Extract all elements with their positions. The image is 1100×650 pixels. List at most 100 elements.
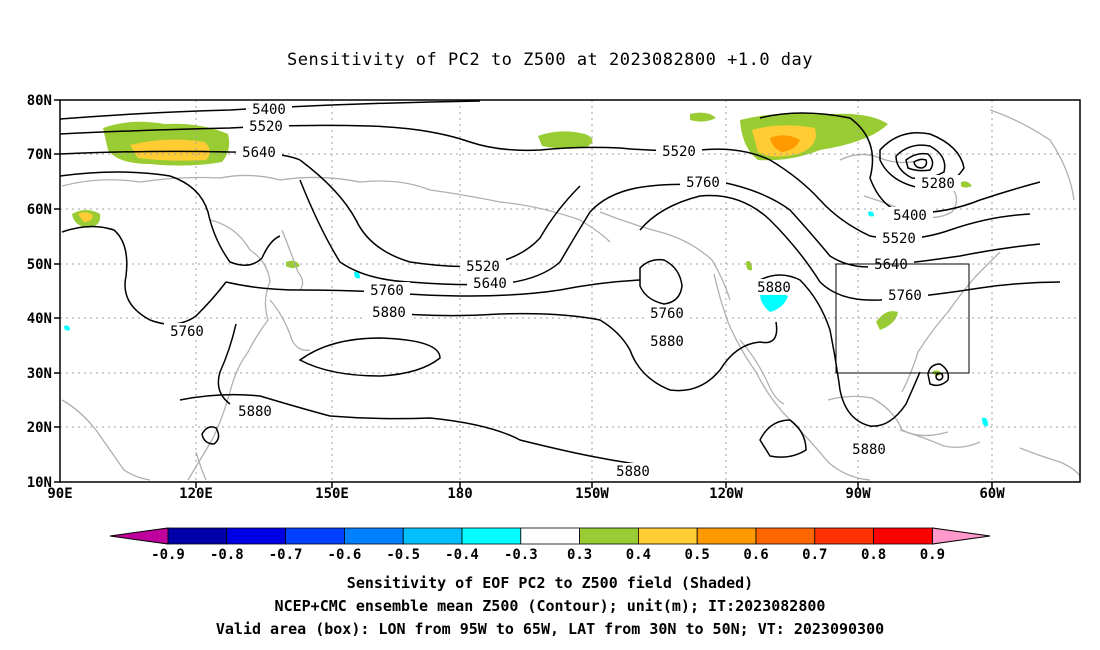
contour-5880-e bbox=[759, 419, 807, 458]
footer-line-1: Sensitivity of EOF PC2 to Z500 field (Sh… bbox=[346, 574, 754, 592]
shade-cyan-5 bbox=[868, 211, 874, 217]
contour-label: 5520 bbox=[876, 230, 922, 247]
colorbar-swatch bbox=[226, 527, 287, 545]
svg-text:5760: 5760 bbox=[888, 288, 922, 304]
contour-bermuda-outer bbox=[927, 363, 950, 387]
contour-label: 5880 bbox=[644, 333, 690, 350]
latitude-labels: 80N 70N 60N 50N 40N 30N 20N 10N bbox=[27, 93, 52, 491]
footer-line-3: Valid area (box): LON from 95W to 65W, L… bbox=[215, 620, 885, 638]
colorbar-swatch bbox=[167, 527, 228, 545]
contour-5880-a bbox=[298, 337, 441, 377]
svg-text:5640: 5640 bbox=[242, 145, 276, 161]
colorbar-label: 0.5 bbox=[685, 547, 710, 563]
contour-label: 5880 bbox=[232, 403, 278, 420]
colorbar-label: 0.7 bbox=[802, 547, 827, 563]
svg-text:5880: 5880 bbox=[372, 305, 406, 321]
contour-label: 5760 bbox=[680, 174, 726, 191]
shade-canada-green2 bbox=[690, 112, 716, 122]
coastline-philippines bbox=[195, 451, 207, 481]
contour-label: 5880 bbox=[751, 279, 797, 296]
shade-west-yellow bbox=[78, 212, 93, 222]
colorbar-label: 0.8 bbox=[861, 547, 886, 563]
contour-5880-b bbox=[179, 393, 651, 467]
colorbar-label: -0.3 bbox=[504, 547, 538, 563]
lon-label: 90E bbox=[47, 486, 72, 502]
coastline-asia-north bbox=[61, 174, 611, 243]
contour-label: 5880 bbox=[846, 441, 892, 458]
coastline-indochina bbox=[61, 399, 151, 481]
colorbar-swatch bbox=[579, 527, 639, 545]
shade-canada-orange bbox=[770, 135, 800, 152]
colorbar-label: -0.7 bbox=[269, 547, 303, 563]
coastline-asia-east bbox=[187, 219, 271, 481]
colorbar-label: -0.4 bbox=[445, 547, 479, 563]
shade-cyan-4 bbox=[64, 325, 70, 331]
colorbar-label: -0.9 bbox=[151, 547, 185, 563]
svg-text:5640: 5640 bbox=[473, 276, 507, 292]
svg-text:5640: 5640 bbox=[874, 257, 908, 273]
svg-text:5760: 5760 bbox=[650, 306, 684, 322]
colorbar-swatch bbox=[814, 527, 874, 545]
shade-cyan-1 bbox=[760, 292, 788, 312]
coastline-gulf bbox=[827, 395, 949, 437]
contour-label: 5400 bbox=[246, 101, 292, 118]
valid-area-box bbox=[835, 263, 970, 374]
colorbar-label: 0.9 bbox=[920, 547, 945, 563]
contour-label: 5880 bbox=[366, 304, 412, 321]
colorbar-left-arrow bbox=[109, 527, 169, 545]
contour-5760-a bbox=[59, 171, 281, 266]
svg-text:5520: 5520 bbox=[249, 119, 283, 135]
coastline-east-coast bbox=[901, 251, 1001, 393]
lat-label: 40N bbox=[27, 311, 52, 327]
contour-label: 5520 bbox=[656, 143, 702, 160]
lon-label: 60W bbox=[979, 486, 1005, 502]
lat-label: 70N bbox=[27, 147, 52, 163]
contour-5880-g bbox=[217, 323, 237, 405]
longitude-labels: 90E 120E 150E 180 150W 120W 90W 60W bbox=[47, 486, 1005, 502]
svg-text:5760: 5760 bbox=[170, 324, 204, 340]
lon-label: 150E bbox=[315, 486, 349, 502]
colorbar-swatch bbox=[638, 527, 698, 545]
svg-text:5880: 5880 bbox=[852, 442, 886, 458]
lat-label: 20N bbox=[27, 420, 52, 436]
contour-5280-inner bbox=[905, 152, 934, 172]
lon-label: 150W bbox=[575, 486, 609, 502]
svg-text:5760: 5760 bbox=[686, 175, 720, 191]
longitude-ticks bbox=[195, 482, 993, 488]
map-title: Sensitivity of PC2 to Z500 at 2023082800… bbox=[286, 50, 813, 70]
svg-text:5280: 5280 bbox=[921, 176, 955, 192]
svg-text:5760: 5760 bbox=[370, 283, 404, 299]
footer-line-2: NCEP+CMC ensemble mean Z500 (Contour); u… bbox=[274, 597, 826, 615]
contour-label: 5280 bbox=[915, 175, 961, 192]
contour-label: 5880 bbox=[610, 463, 656, 480]
lat-label: 30N bbox=[27, 366, 52, 382]
lon-label: 120E bbox=[179, 486, 213, 502]
svg-text:5400: 5400 bbox=[252, 102, 286, 118]
svg-text:5520: 5520 bbox=[466, 259, 500, 275]
colorbar-label: 0.3 bbox=[567, 547, 592, 563]
coastline-alaska bbox=[599, 211, 731, 301]
svg-text:5400: 5400 bbox=[893, 208, 927, 224]
coastline-mexico bbox=[739, 339, 785, 405]
contour-5520-b bbox=[299, 159, 581, 268]
lat-label: 10N bbox=[27, 475, 52, 491]
colorbar-swatch bbox=[343, 527, 404, 545]
lon-label: 180 bbox=[447, 486, 472, 502]
colorbar-label: -0.8 bbox=[210, 547, 244, 563]
coastline-greenland bbox=[989, 109, 1075, 201]
svg-text:5520: 5520 bbox=[882, 231, 916, 247]
lat-label: 80N bbox=[27, 93, 52, 109]
contour-5280-outer bbox=[879, 132, 965, 189]
latitude-ticks bbox=[54, 99, 60, 483]
sensitivity-shading bbox=[64, 112, 988, 427]
svg-text:5520: 5520 bbox=[662, 144, 696, 160]
contour-label: 5520 bbox=[460, 258, 506, 275]
colorbar-swatch bbox=[755, 527, 816, 545]
colorbar: -0.9 -0.8 -0.7 -0.6 -0.5 -0.4 -0.3 0.3 0.4 0.5 0.6… bbox=[109, 527, 991, 563]
shade-coast-green bbox=[746, 261, 752, 271]
shade-hudson-green bbox=[958, 181, 972, 188]
contour-label: 5760 bbox=[882, 287, 928, 304]
contour-5880-f bbox=[201, 426, 220, 445]
lon-label: 120W bbox=[709, 486, 743, 502]
